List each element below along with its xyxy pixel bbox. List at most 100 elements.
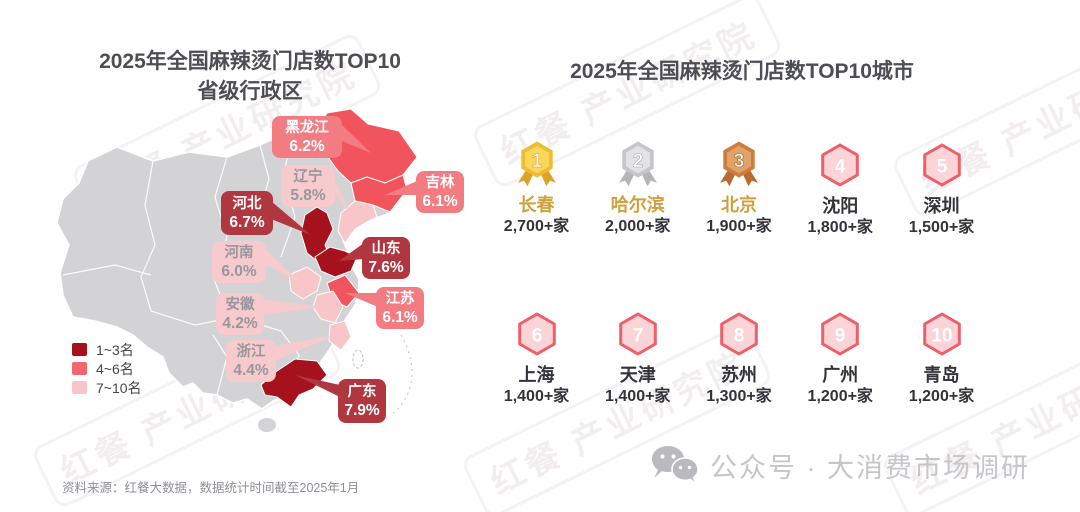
svg-text:8: 8: [734, 326, 745, 347]
province-label-guangdong: 广东 7.9%: [338, 379, 386, 423]
svg-text:5: 5: [936, 157, 947, 178]
province-name: 辽宁: [293, 168, 323, 185]
city-name: 天津: [619, 365, 656, 385]
legend-item-2: 4~6名: [72, 359, 142, 378]
province-label-henan: 河南 6.0%: [212, 241, 266, 283]
city-name: 苏州: [721, 365, 757, 385]
province-label-heilongjiang: 黑龙江 6.2%: [272, 116, 342, 158]
legend-swatch: [72, 343, 87, 356]
legend-label: 7~10名: [96, 379, 142, 396]
rank-hexagon-icon: 10: [922, 312, 961, 356]
label-pointers: [262, 125, 417, 397]
province-label-anhui: 安徽 4.2%: [216, 293, 264, 335]
svg-text:1: 1: [531, 151, 542, 172]
left-title-line1: 2025年全国麻辣烫门店数TOP10: [99, 50, 401, 74]
province-label-zhejiang: 浙江 4.4%: [226, 340, 276, 382]
city-rank-5: 5 深圳 1,500+家: [893, 138, 990, 238]
city-store-count: 1,400+家: [503, 388, 570, 405]
pointer-heilongjiang: [342, 125, 371, 153]
city-rank-6: 6 上海 1,400+家: [488, 307, 585, 407]
city-name: 长春: [518, 195, 555, 215]
svg-text:6: 6: [531, 326, 542, 347]
city-rank-2: 2 哈尔滨 2,000+家: [589, 138, 686, 238]
province-name: 浙江: [236, 343, 266, 360]
province-shape-shandong: [314, 246, 358, 278]
city-store-count: 2,700+家: [503, 218, 570, 235]
left-title-line2: 省级行政区: [197, 80, 303, 104]
province-label-jiangsu: 江苏 6.1%: [376, 287, 424, 329]
taiwan-island-shape: [352, 349, 364, 369]
map-legend: 1~3名 4~6名 7~10名: [72, 340, 142, 397]
province-shape-zhejiang: [328, 320, 352, 351]
city-name: 广州: [822, 365, 859, 385]
province-name: 江苏: [385, 290, 415, 307]
sea-islands-dashed-line: [392, 334, 413, 414]
city-store-count: 1,200+家: [908, 388, 975, 405]
pointer-henan: [264, 248, 301, 283]
pointer-guangdong: [295, 375, 340, 397]
province-value: 5.8%: [290, 186, 326, 204]
province-name: 吉林: [425, 174, 455, 191]
city-store-count: 1,300+家: [706, 388, 772, 405]
city-store-count: 1,400+家: [605, 388, 671, 405]
left-panel-title: 2025年全国麻辣烫门店数TOP10 省级行政区: [55, 47, 445, 107]
rank-hexagon-icon: 5: [922, 143, 961, 187]
city-store-count: 2,000+家: [605, 218, 671, 235]
rank-hexagon-icon: 7: [618, 312, 657, 356]
city-store-count: 1,500+家: [908, 219, 975, 236]
city-store-count: 1,200+家: [807, 388, 873, 405]
province-value: 6.0%: [221, 262, 257, 280]
svg-text:4: 4: [835, 157, 846, 178]
legend-label: 1~3名: [96, 341, 134, 358]
city-rank-9: 9 广州 1,200+家: [792, 307, 889, 407]
city-rank-1: 1 长春 2,700+家: [488, 138, 585, 238]
wechat-icon: [652, 446, 699, 485]
hainan-island-shape: [258, 418, 276, 432]
city-name: 沈阳: [822, 196, 859, 216]
city-row-2: 6 上海 1,400+家 7 天津 1,400+家 8 苏州 1,300+家 9 广州 …: [488, 307, 990, 407]
city-rank-7: 7 天津 1,400+家: [589, 307, 686, 407]
gold-medal-icon: 1: [517, 141, 556, 187]
pointer-anhui: [262, 299, 323, 315]
province-value: 6.1%: [422, 192, 458, 210]
city-name: 上海: [518, 365, 555, 385]
silver-medal-icon: 2: [618, 141, 657, 187]
rank-hexagon-icon: 9: [821, 312, 860, 356]
pointer-jilin: [385, 181, 417, 195]
province-value: 7.9%: [344, 401, 380, 419]
legend-swatch: [72, 362, 87, 375]
province-label-shandong: 山东 7.6%: [362, 237, 410, 279]
province-label-liaoning: 辽宁 5.8%: [281, 165, 335, 207]
svg-text:2: 2: [632, 151, 643, 172]
province-value: 6.1%: [382, 308, 418, 326]
legend-item-3: 7~10名: [72, 378, 142, 397]
province-shape-guangdong: [260, 358, 328, 408]
province-name: 黑龙江: [285, 119, 329, 136]
legend-swatch: [72, 381, 87, 394]
province-value: 6.2%: [289, 137, 325, 155]
province-label-hebei: 河北 6.7%: [221, 191, 273, 235]
province-shape-henan: [288, 266, 322, 300]
pointer-shandong: [339, 243, 364, 261]
city-name: 青岛: [923, 365, 960, 385]
province-name: 河南: [224, 244, 254, 261]
city-row-1: 1 长春 2,700+家 2 哈尔滨 2,000+家 3 北京 1,900+家 4 沈阳…: [488, 138, 990, 238]
city-name: 北京: [721, 195, 757, 215]
bronze-medal-icon: 3: [720, 141, 758, 187]
rank-hexagon-icon: 8: [720, 312, 758, 356]
legend-label: 4~6名: [96, 360, 134, 377]
pointer-jiangsu: [345, 293, 378, 307]
svg-text:9: 9: [835, 326, 846, 347]
province-value: 6.7%: [229, 213, 265, 231]
city-rank-10: 10 青岛 1,200+家: [893, 307, 990, 407]
svg-text:7: 7: [632, 326, 643, 347]
pointer-zhejiang: [274, 335, 335, 361]
pointer-hebei: [271, 201, 311, 235]
right-panel-title: 2025年全国麻辣烫门店数TOP10城市: [570, 60, 914, 84]
province-value: 7.6%: [368, 258, 404, 276]
city-store-count: 1,800+家: [807, 219, 873, 236]
province-name: 山东: [371, 240, 401, 257]
province-name: 广东: [347, 383, 377, 400]
city-rank-4: 4 沈阳 1,800+家: [792, 138, 889, 238]
